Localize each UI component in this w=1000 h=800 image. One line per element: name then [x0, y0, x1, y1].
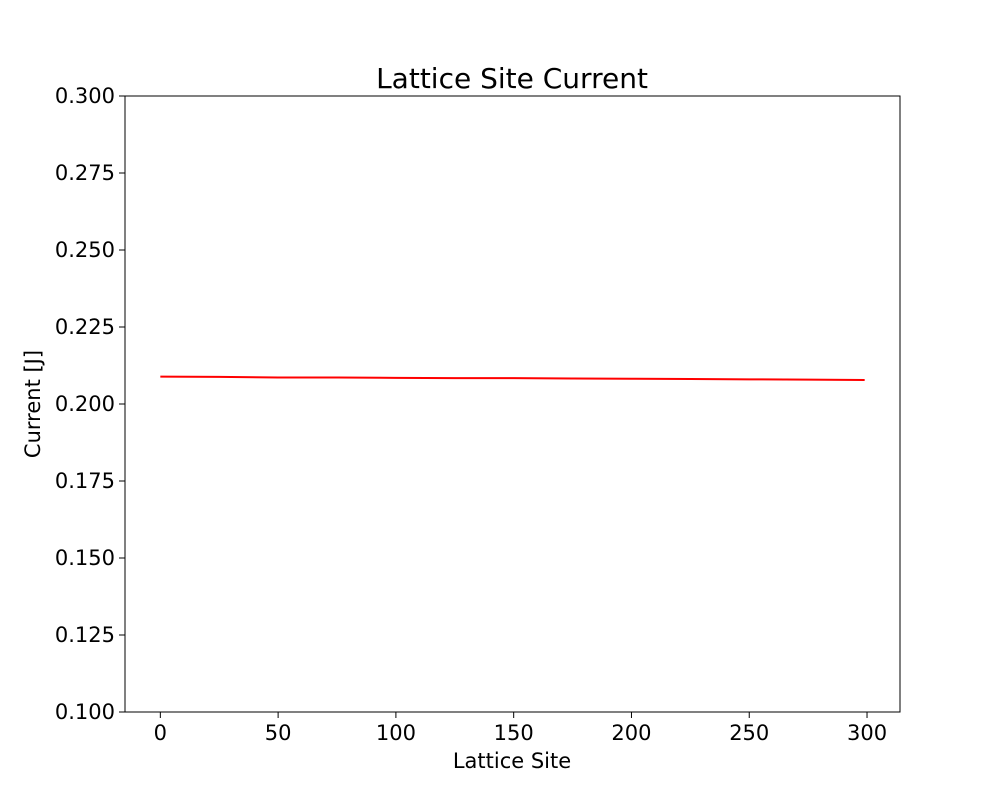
y-tick-label: 0.300 [55, 84, 115, 108]
series-layer [160, 375, 865, 381]
x-tick-label: 50 [265, 721, 292, 745]
y-tick-label: 0.125 [55, 623, 115, 647]
x-tick-label: 0 [154, 721, 167, 745]
y-axis: 0.100 0.125 0.150 0.175 0.200 0.225 0.250 0.275… [55, 84, 125, 724]
x-axis-label: Lattice Site [453, 749, 571, 773]
x-tick-label: 100 [376, 721, 416, 745]
y-tick-label: 0.275 [55, 161, 115, 185]
y-tick-label: 0.225 [55, 315, 115, 339]
y-tick-label: 0.200 [55, 392, 115, 416]
x-tick-label: 250 [729, 721, 769, 745]
x-tick-label: 200 [611, 721, 651, 745]
series-line [160, 375, 865, 381]
y-tick-label: 0.100 [55, 700, 115, 724]
x-axis: 0 50 100 150 200 250 300 [154, 712, 887, 745]
y-tick-label: 0.175 [55, 469, 115, 493]
plot-area-frame [124, 95, 901, 713]
y-tick-label: 0.250 [55, 238, 115, 262]
chart-title: Lattice Site Current [376, 62, 648, 95]
x-tick-label: 150 [494, 721, 534, 745]
y-tick-label: 0.150 [55, 546, 115, 570]
y-axis-label: Current [J] [21, 350, 45, 458]
x-tick-label: 300 [847, 721, 887, 745]
